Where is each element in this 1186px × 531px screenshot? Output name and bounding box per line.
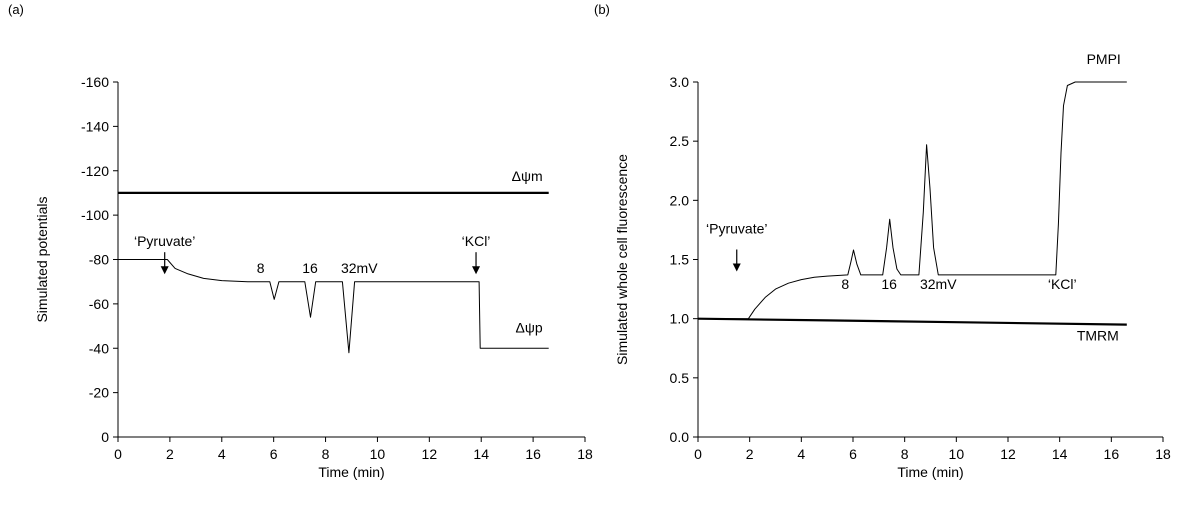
y-tick-label: 2.0 bbox=[670, 192, 690, 208]
series-label: Δψp bbox=[516, 319, 543, 335]
y-tick-label: -120 bbox=[81, 163, 109, 179]
x-tick-label: 6 bbox=[849, 446, 857, 462]
y-tick-label: -100 bbox=[81, 207, 109, 223]
annotation-arrow-head bbox=[472, 266, 481, 275]
y-tick-label: 2.5 bbox=[670, 133, 690, 149]
y-tick-label: -140 bbox=[81, 118, 109, 134]
series-label: TMRM bbox=[1077, 328, 1119, 344]
annotation-label: 16 bbox=[302, 260, 318, 276]
x-tick-label: 18 bbox=[577, 446, 593, 462]
annotation-label: 16 bbox=[881, 276, 897, 292]
x-tick-label: 4 bbox=[218, 446, 226, 462]
x-tick-label: 12 bbox=[422, 446, 438, 462]
series-line-1 bbox=[118, 259, 549, 354]
annotation-arrow-head bbox=[732, 263, 741, 272]
x-tick-label: 16 bbox=[1104, 446, 1120, 462]
panel-label: (b) bbox=[594, 2, 610, 17]
x-tick-label: 0 bbox=[114, 446, 122, 462]
y-tick-label: -20 bbox=[89, 385, 109, 401]
annotation-label: 32mV bbox=[341, 260, 378, 276]
x-tick-label: 6 bbox=[270, 446, 278, 462]
y-tick-label: 1.5 bbox=[670, 252, 690, 268]
series-label: Δψm bbox=[512, 168, 543, 184]
y-tick-label: -160 bbox=[81, 74, 109, 90]
annotation-label: 32mV bbox=[920, 276, 957, 292]
annotation-arrow-head bbox=[160, 266, 169, 275]
x-tick-label: 18 bbox=[1155, 446, 1171, 462]
series-line-0 bbox=[698, 81, 1127, 320]
annotation-label: ‘Pyruvate’ bbox=[706, 220, 767, 236]
y-tick-label: 1.0 bbox=[670, 311, 690, 327]
panel-label: (a) bbox=[8, 2, 24, 17]
x-tick-label: 2 bbox=[746, 446, 754, 462]
y-tick-label: 0.0 bbox=[670, 429, 690, 445]
panel-b: (b) 0 2 4 6 8 10 12 14 16 18 0.0 0.5 1.0 1.5 2.0 2.5 3.0 T… bbox=[594, 2, 1171, 480]
annotation-label: 8 bbox=[841, 276, 849, 292]
y-tick-label: 3.0 bbox=[670, 74, 690, 90]
y-tick-label: 0.5 bbox=[670, 370, 690, 386]
x-tick-label: 12 bbox=[1000, 446, 1016, 462]
y-tick-label: 0 bbox=[101, 429, 109, 445]
annotation-label: 8 bbox=[257, 260, 265, 276]
series-line-1 bbox=[697, 317, 1127, 326]
x-axis-title: Time (min) bbox=[897, 464, 963, 480]
x-axis-title: Time (min) bbox=[318, 464, 384, 480]
x-tick-label: 10 bbox=[949, 446, 965, 462]
annotation-label: ‘KCl’ bbox=[1048, 276, 1077, 292]
annotation-label: ‘KCl’ bbox=[462, 233, 491, 249]
annotation-label: ‘Pyruvate’ bbox=[134, 233, 195, 249]
x-tick-label: 2 bbox=[166, 446, 174, 462]
x-tick-label: 14 bbox=[473, 446, 489, 462]
x-tick-label: 14 bbox=[1052, 446, 1068, 462]
x-tick-label: 4 bbox=[797, 446, 805, 462]
x-tick-label: 10 bbox=[370, 446, 386, 462]
x-tick-label: 16 bbox=[525, 446, 541, 462]
y-tick-label: -40 bbox=[89, 340, 109, 356]
y-tick-label: -60 bbox=[89, 296, 109, 312]
x-tick-label: 8 bbox=[901, 446, 909, 462]
x-tick-label: 8 bbox=[322, 446, 330, 462]
y-tick-label: -80 bbox=[89, 252, 109, 268]
y-axis-title: Simulated whole cell fluorescence bbox=[614, 154, 630, 365]
y-axis-title: Simulated potentials bbox=[34, 196, 50, 322]
series-label: PMPI bbox=[1087, 51, 1121, 67]
panel-a: (a) 0 2 4 6 8 10 12 14 16 18 0 -20 -40 -60 -80 -100 -120 -… bbox=[8, 2, 593, 480]
x-tick-label: 0 bbox=[694, 446, 702, 462]
